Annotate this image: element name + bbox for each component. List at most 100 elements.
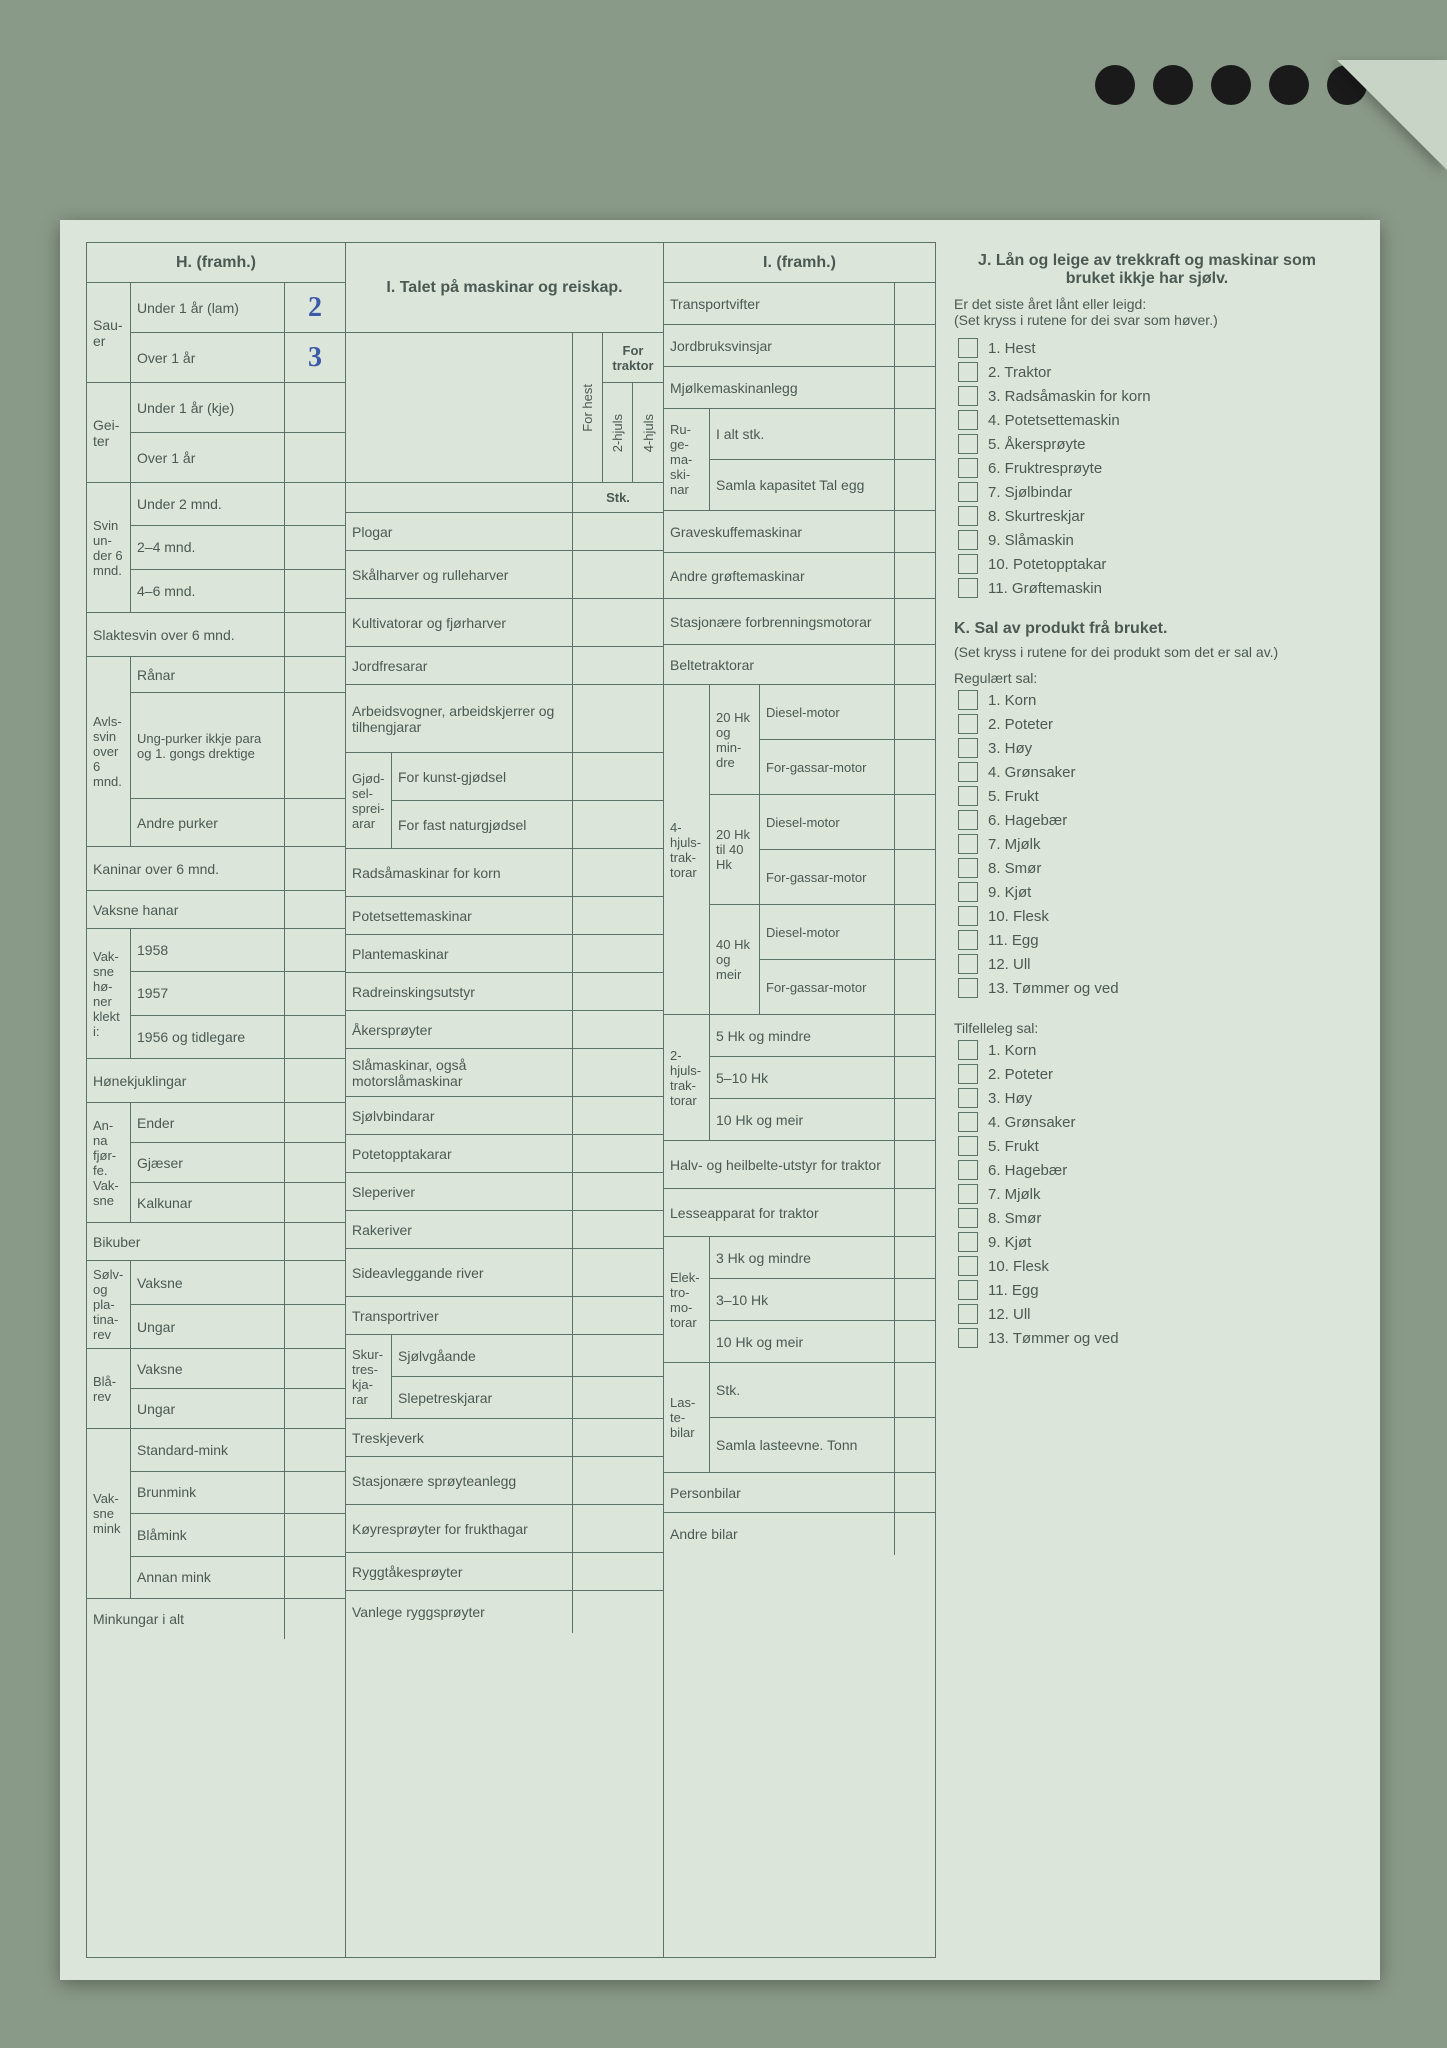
checkbox[interactable]	[958, 738, 978, 758]
label-tilfelleleg: Tilfelleleg sal:	[954, 1020, 1340, 1036]
group-label: Skur-tres-kja-rar	[346, 1335, 392, 1418]
motor-label: For-gassar-motor	[760, 740, 895, 794]
checklist-item: 5. Åkersprøyte	[958, 434, 1340, 454]
checklist-J: 1. Hest2. Traktor3. Radsåmaskin for korn…	[958, 338, 1340, 598]
checkbox[interactable]	[958, 858, 978, 878]
ic-row: Mjølkemaskinanlegg	[664, 367, 935, 409]
checkbox[interactable]	[958, 1064, 978, 1084]
checkbox[interactable]	[958, 458, 978, 478]
hk-label: 40 Hk og meir	[710, 905, 760, 1014]
checklist-item: 11. Grøftemaskin	[958, 578, 1340, 598]
ic-row-nested: Las-te-bilarStk.Samla lasteevne. Tonn	[664, 1363, 935, 1473]
colhdr-2hjuls: 2-hjuls	[608, 410, 627, 456]
checkbox[interactable]	[958, 834, 978, 854]
checkbox[interactable]	[958, 506, 978, 526]
checklist-label: 11. Egg	[988, 1282, 1039, 1299]
checkbox[interactable]	[958, 1136, 978, 1156]
checklist-item: 10. Flesk	[958, 1256, 1340, 1276]
machine-label: Sleperiver	[346, 1173, 573, 1210]
value-cells	[573, 1591, 663, 1633]
sub-label: Samla kapasitet Tal egg	[710, 460, 895, 510]
checklist-label: 3. Radsåmaskin for korn	[988, 388, 1151, 405]
checklist-item: 9. Kjøt	[958, 882, 1340, 902]
value-cell	[285, 1143, 345, 1182]
checklist-label: 8. Smør	[988, 860, 1041, 877]
machine-label: Skålharver og rulleharver	[346, 551, 573, 598]
label-ranar: Rånar	[131, 657, 285, 692]
machine-label: Åkersprøyter	[346, 1011, 573, 1048]
checkbox[interactable]	[958, 482, 978, 502]
checkbox[interactable]	[958, 1256, 978, 1276]
checkbox[interactable]	[958, 578, 978, 598]
checklist-item: 4. Grønsaker	[958, 1112, 1340, 1132]
checkbox[interactable]	[958, 978, 978, 998]
label-solvrev-v: Vaksne	[131, 1261, 285, 1304]
checkbox[interactable]	[958, 810, 978, 830]
value-cells	[573, 1297, 663, 1334]
checkbox[interactable]	[958, 786, 978, 806]
machine-label: Plantemaskinar	[346, 935, 573, 972]
sub-label: 5 Hk og mindre	[710, 1015, 895, 1056]
section-J-note: (Set kryss i rutene for dei svar som høv…	[954, 312, 1340, 328]
checklist-label: 3. Høy	[988, 740, 1032, 757]
value-cell	[285, 929, 345, 971]
checkbox[interactable]	[958, 386, 978, 406]
checkbox[interactable]	[958, 1208, 978, 1228]
value-cell	[285, 799, 345, 846]
checkbox[interactable]	[958, 530, 978, 550]
checkbox[interactable]	[958, 410, 978, 430]
checkbox[interactable]	[958, 1160, 978, 1180]
sub-label: Sjølvgåande	[392, 1335, 573, 1376]
checkbox[interactable]	[958, 954, 978, 974]
group-label: Gjød-sel-sprei-arar	[346, 753, 392, 848]
checkbox[interactable]	[958, 1304, 978, 1324]
value-cell	[895, 645, 935, 684]
value-cell	[895, 905, 935, 959]
sub-label: For kunst-gjødsel	[392, 753, 573, 800]
checkbox[interactable]	[958, 1088, 978, 1108]
value-cell	[285, 1429, 345, 1471]
checkbox[interactable]	[958, 1040, 978, 1060]
label-1957: 1957	[131, 972, 285, 1014]
value-cell	[285, 383, 345, 432]
checklist-label: 3. Høy	[988, 1090, 1032, 1107]
sub-label: Slepetreskjarar	[392, 1377, 573, 1418]
checklist-item: 8. Skurtreskjar	[958, 506, 1340, 526]
checkbox[interactable]	[958, 1112, 978, 1132]
ic-row-nested: Elek-tro-mo-torar3 Hk og mindre3–10 Hk10…	[664, 1237, 935, 1363]
value-cell	[895, 960, 935, 1014]
value-cell	[895, 850, 935, 904]
checkbox[interactable]	[958, 1232, 978, 1252]
value-cell	[895, 409, 935, 459]
label-blarev-v: Vaksne	[131, 1349, 285, 1388]
value-cells	[573, 897, 663, 934]
checkbox[interactable]	[958, 690, 978, 710]
ic-label: Mjølkemaskinanlegg	[664, 367, 895, 408]
checklist-label: 10. Potetopptakar	[988, 556, 1106, 573]
checkbox[interactable]	[958, 554, 978, 574]
group-label: Ru-ge-ma-ski-nar	[664, 409, 710, 510]
machine-label: Vanlege ryggsprøyter	[346, 1591, 573, 1633]
checkbox[interactable]	[958, 882, 978, 902]
checklist-item: 2. Poteter	[958, 714, 1340, 734]
value-cell	[895, 325, 935, 366]
label-svin-46m: 4–6 mnd.	[131, 570, 285, 612]
machine-row-nested: Skur-tres-kja-rarSjølvgåandeSlepetreskja…	[346, 1335, 663, 1419]
checkbox[interactable]	[958, 338, 978, 358]
value-cell	[285, 693, 345, 798]
checkbox[interactable]	[958, 362, 978, 382]
label-honekjuklingar: Hønekjuklingar	[87, 1059, 285, 1102]
checkbox[interactable]	[958, 906, 978, 926]
checkbox[interactable]	[958, 930, 978, 950]
checkbox[interactable]	[958, 1184, 978, 1204]
checkbox[interactable]	[958, 1328, 978, 1348]
checklist-label: 4. Grønsaker	[988, 1114, 1076, 1131]
checkbox[interactable]	[958, 714, 978, 734]
ic-label: Halv- og heilbelte-utstyr for traktor	[664, 1141, 895, 1188]
spacer-cell	[346, 483, 573, 512]
ic-label: Personbilar	[664, 1473, 895, 1512]
checkbox[interactable]	[958, 1280, 978, 1300]
ic-label: Beltetraktorar	[664, 645, 895, 684]
checkbox[interactable]	[958, 762, 978, 782]
checkbox[interactable]	[958, 434, 978, 454]
